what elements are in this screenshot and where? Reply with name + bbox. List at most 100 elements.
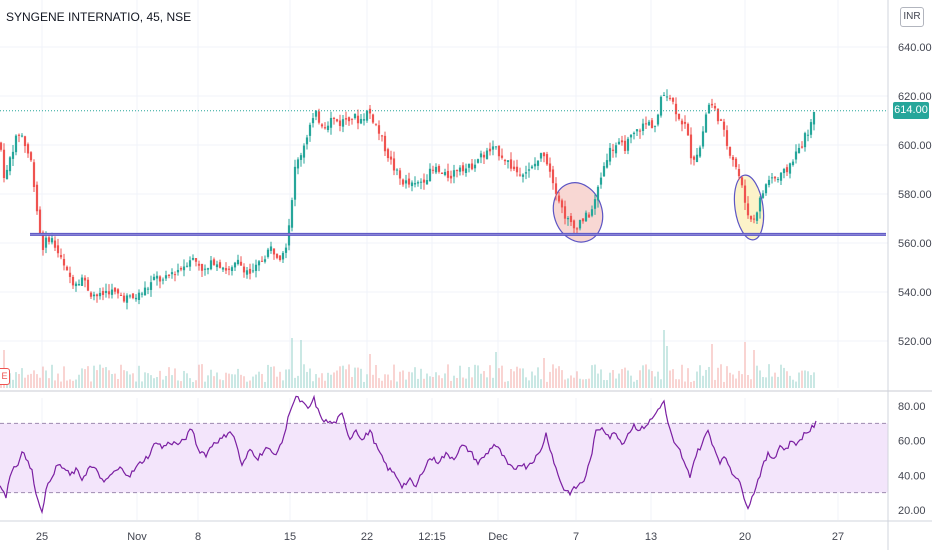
candle-body: [503, 159, 507, 162]
volume-bar: [660, 379, 662, 388]
highlight-ellipses: [552, 174, 765, 243]
candle-body: [788, 163, 792, 174]
volume-bar: [543, 358, 545, 388]
volume-bar: [558, 366, 560, 388]
rsi-tick-label: 20.00: [898, 505, 926, 517]
volume-bar: [729, 372, 731, 388]
candle-body: [356, 115, 360, 124]
volume-bar: [9, 373, 11, 388]
candle-body: [164, 275, 168, 279]
candle-body: [236, 259, 240, 265]
candle-body: [614, 145, 618, 154]
candle-body: [389, 156, 393, 160]
volume-bar: [30, 373, 32, 388]
candle-body: [617, 141, 621, 145]
candle-body: [776, 179, 780, 181]
volume-bar: [318, 377, 320, 388]
volume-bar: [525, 377, 527, 388]
candle-body: [110, 289, 114, 295]
volume-bar: [279, 371, 281, 388]
symbol-title[interactable]: SYNGENE INTERNATIO, 45, NSE: [6, 10, 192, 24]
candle-body: [200, 263, 204, 271]
candle-body: [77, 284, 81, 286]
volume-bar: [69, 379, 71, 388]
volume-bar: [732, 374, 734, 388]
volume-bar: [768, 364, 770, 388]
volume-bar: [39, 377, 41, 388]
candle-body: [314, 110, 318, 117]
candle-body: [689, 134, 693, 159]
earnings-flag-icon[interactable]: E: [0, 368, 10, 385]
volume-bar: [645, 364, 647, 388]
candle-body: [32, 162, 36, 187]
volume-bar: [735, 378, 737, 388]
volume-bar: [657, 371, 659, 388]
candle-body: [146, 288, 150, 290]
volume-bar: [495, 352, 497, 388]
volume-bar: [351, 376, 353, 388]
volume-bar: [414, 367, 416, 388]
candle-body: [785, 167, 789, 173]
volume-bar: [447, 364, 449, 388]
candle-body: [98, 292, 102, 297]
volume-bar: [366, 374, 368, 388]
volume-bar: [642, 365, 644, 388]
candle-body: [332, 117, 336, 119]
volume-bar: [147, 373, 149, 388]
volume-bar: [651, 371, 653, 388]
candle-body: [254, 264, 258, 271]
candle-body: [176, 269, 180, 273]
volume-bar: [105, 367, 107, 388]
candle-body: [275, 253, 279, 258]
candle-body: [149, 282, 153, 290]
volume-bar: [198, 364, 200, 388]
volume-bar: [90, 381, 92, 388]
candle-body: [2, 149, 6, 179]
volume-bar: [600, 369, 602, 388]
candle-body: [581, 218, 585, 222]
candle-body: [620, 140, 624, 143]
candle-body: [50, 238, 54, 243]
volume-bar: [420, 368, 422, 388]
volume-bar: [45, 370, 47, 388]
volume-bar: [384, 374, 386, 388]
volume-bar: [594, 364, 596, 388]
rsi-panel[interactable]: [0, 390, 932, 515]
volume-bar: [621, 369, 623, 388]
candlesticks[interactable]: [0, 89, 816, 310]
volume-bar: [408, 371, 410, 388]
candle-body: [584, 212, 588, 222]
volume-bar: [813, 372, 815, 388]
volume-bar: [303, 364, 305, 388]
volume-bar: [666, 346, 668, 388]
candle-body: [323, 127, 327, 129]
candle-body: [206, 268, 210, 270]
candle-body: [650, 120, 654, 128]
volume-bar: [138, 365, 140, 388]
time-tick-label: 25: [36, 531, 48, 543]
volume-bar: [630, 375, 632, 388]
candle-body: [239, 261, 243, 266]
volume-bar: [288, 369, 290, 388]
volume-bar: [468, 367, 470, 388]
time-tick-label: 20: [739, 531, 751, 543]
volume-bar: [36, 374, 38, 388]
price-tick-label: 640.00: [898, 42, 932, 54]
volume-bar: [153, 378, 155, 388]
candle-body: [140, 293, 144, 295]
volume-bar: [267, 364, 269, 388]
volume-bar: [111, 374, 113, 388]
volume-bar: [750, 379, 752, 388]
candle-body: [101, 291, 105, 295]
currency-button[interactable]: INR: [900, 7, 924, 27]
volume-bar: [474, 364, 476, 388]
candle-body: [512, 166, 516, 170]
candle-body: [362, 119, 366, 121]
volume-bar: [126, 371, 128, 388]
volume-bar: [372, 374, 374, 388]
candle-body: [233, 262, 237, 268]
candle-body: [119, 294, 123, 296]
volume-bar: [141, 381, 143, 388]
candle-body: [548, 163, 552, 172]
